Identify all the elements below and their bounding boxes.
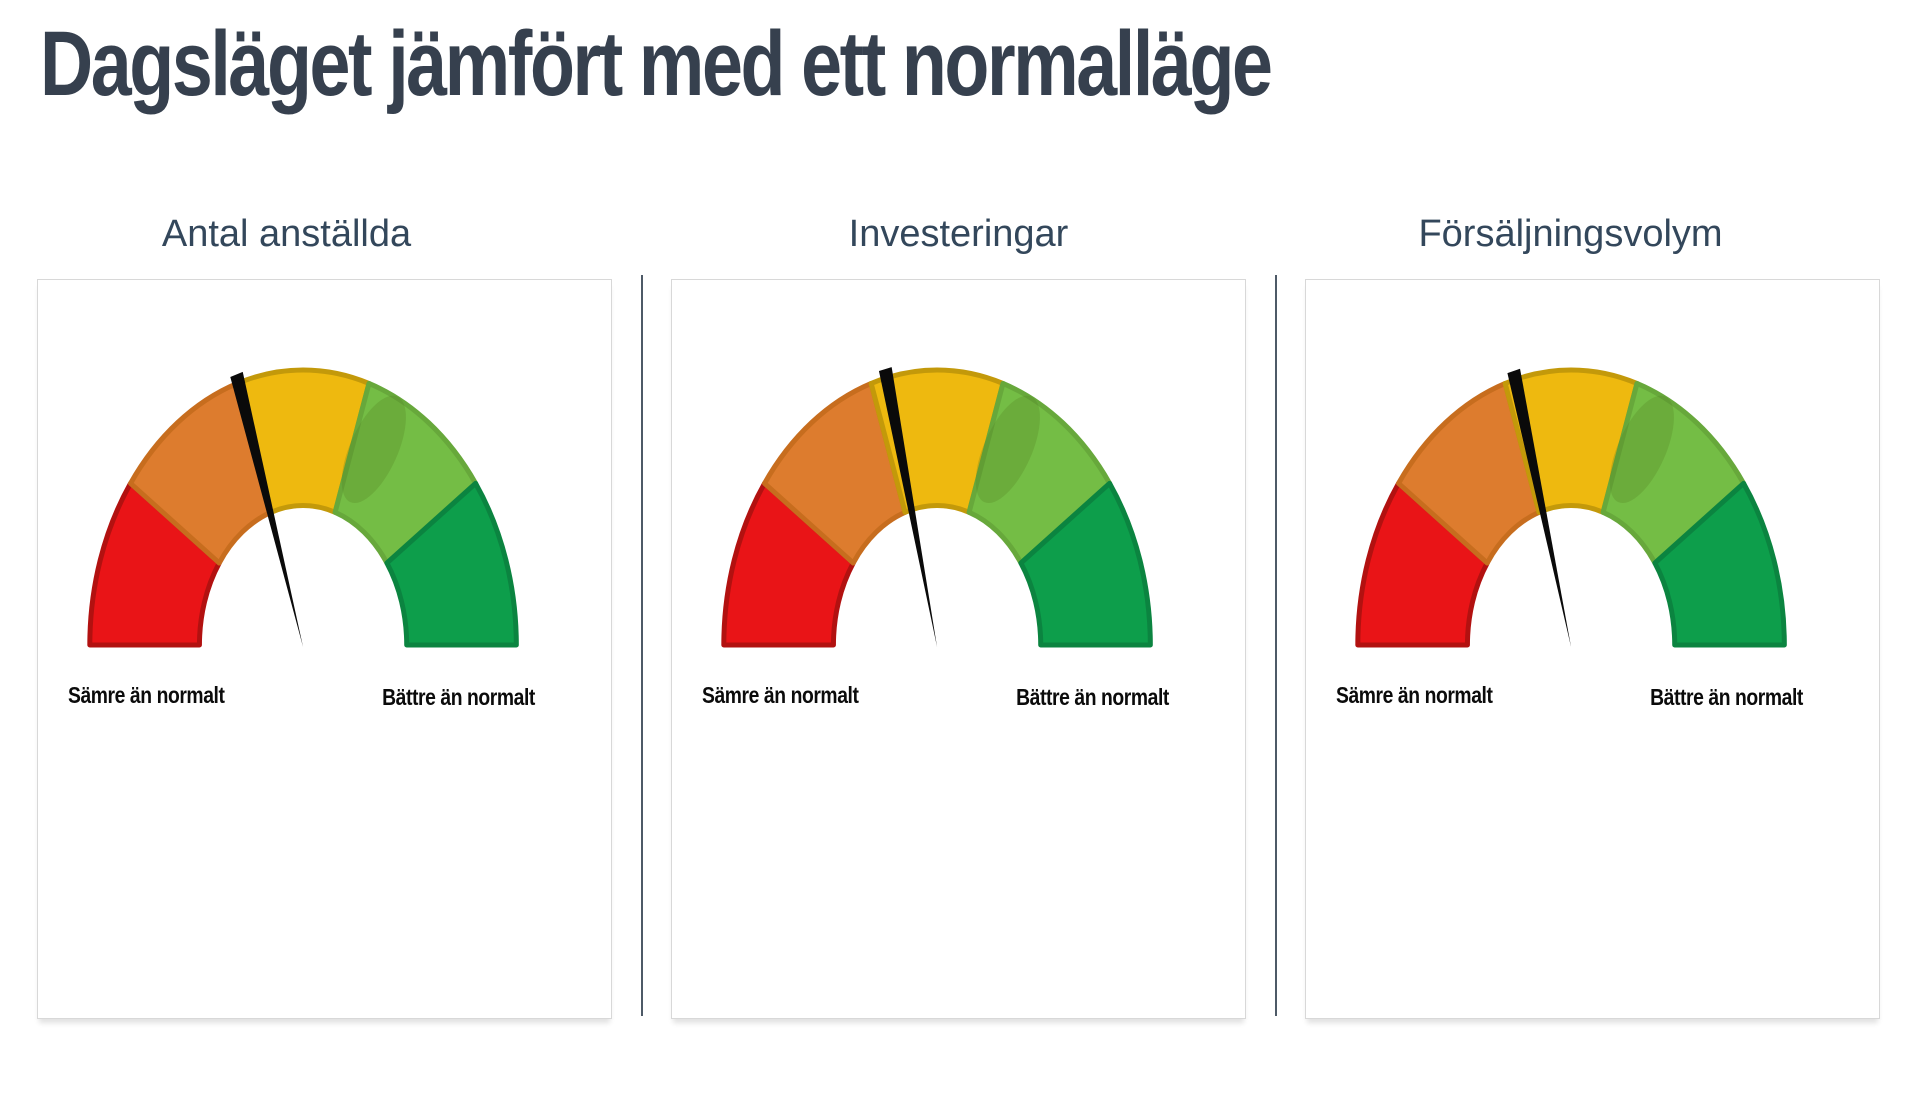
gauge-title-antal-anstallda: Antal anställda [161, 213, 412, 255]
gauge-segment-far-above-normal [1018, 480, 1153, 648]
gauge-segment-far-above-normal [384, 480, 519, 648]
page-title: Dagsläget jämfört med ett normalläge [40, 13, 1273, 115]
gauge-chart-investeringar [721, 367, 1153, 648]
gauge-needle [1507, 368, 1572, 648]
scale-label-worse: Sämre än normalt [68, 682, 225, 708]
panel-divider [1274, 275, 1277, 1016]
scale-label-worse: Sämre än normalt [1336, 682, 1493, 708]
gauge-title-investeringar: Investeringar [848, 213, 1069, 255]
gauge-needle [878, 367, 938, 648]
gauge-card: Sämre än normalt Bättre än normalt [1305, 279, 1880, 1019]
scale-label-better: Bättre än normalt [382, 684, 535, 710]
gauge-chart-forsaljningsvolym [1355, 367, 1787, 648]
panel-antal-anstallda: Antal anställda Sämre än normalt Bättre … [37, 211, 612, 1019]
panel-divider [640, 275, 643, 1016]
gauge-segment-far-above-normal [1652, 480, 1787, 648]
gauge-title-forsaljningsvolym: Försäljningsvolym [1418, 213, 1723, 255]
segment-sheen [975, 395, 1040, 504]
panel-forsaljningsvolym: Försäljningsvolym Sämre än normalt Bättr… [1305, 211, 1880, 1019]
gauge-chart-antal-anstallda [87, 367, 519, 648]
panel-investeringar: Investeringar Sämre än normalt Bättre än… [671, 211, 1246, 1019]
scale-label-better: Bättre än normalt [1016, 684, 1169, 710]
gauge-needle [230, 371, 304, 648]
scale-label-better: Bättre än normalt [1650, 684, 1803, 710]
gauge-card: Sämre än normalt Bättre än normalt [671, 279, 1246, 1019]
gauge-panels-row: Antal anställda Sämre än normalt Bättre … [37, 211, 1880, 1019]
gauge-card: Sämre än normalt Bättre än normalt [37, 279, 612, 1019]
scale-label-worse: Sämre än normalt [702, 682, 859, 708]
segment-sheen [1609, 395, 1674, 504]
segment-sheen [341, 395, 406, 504]
